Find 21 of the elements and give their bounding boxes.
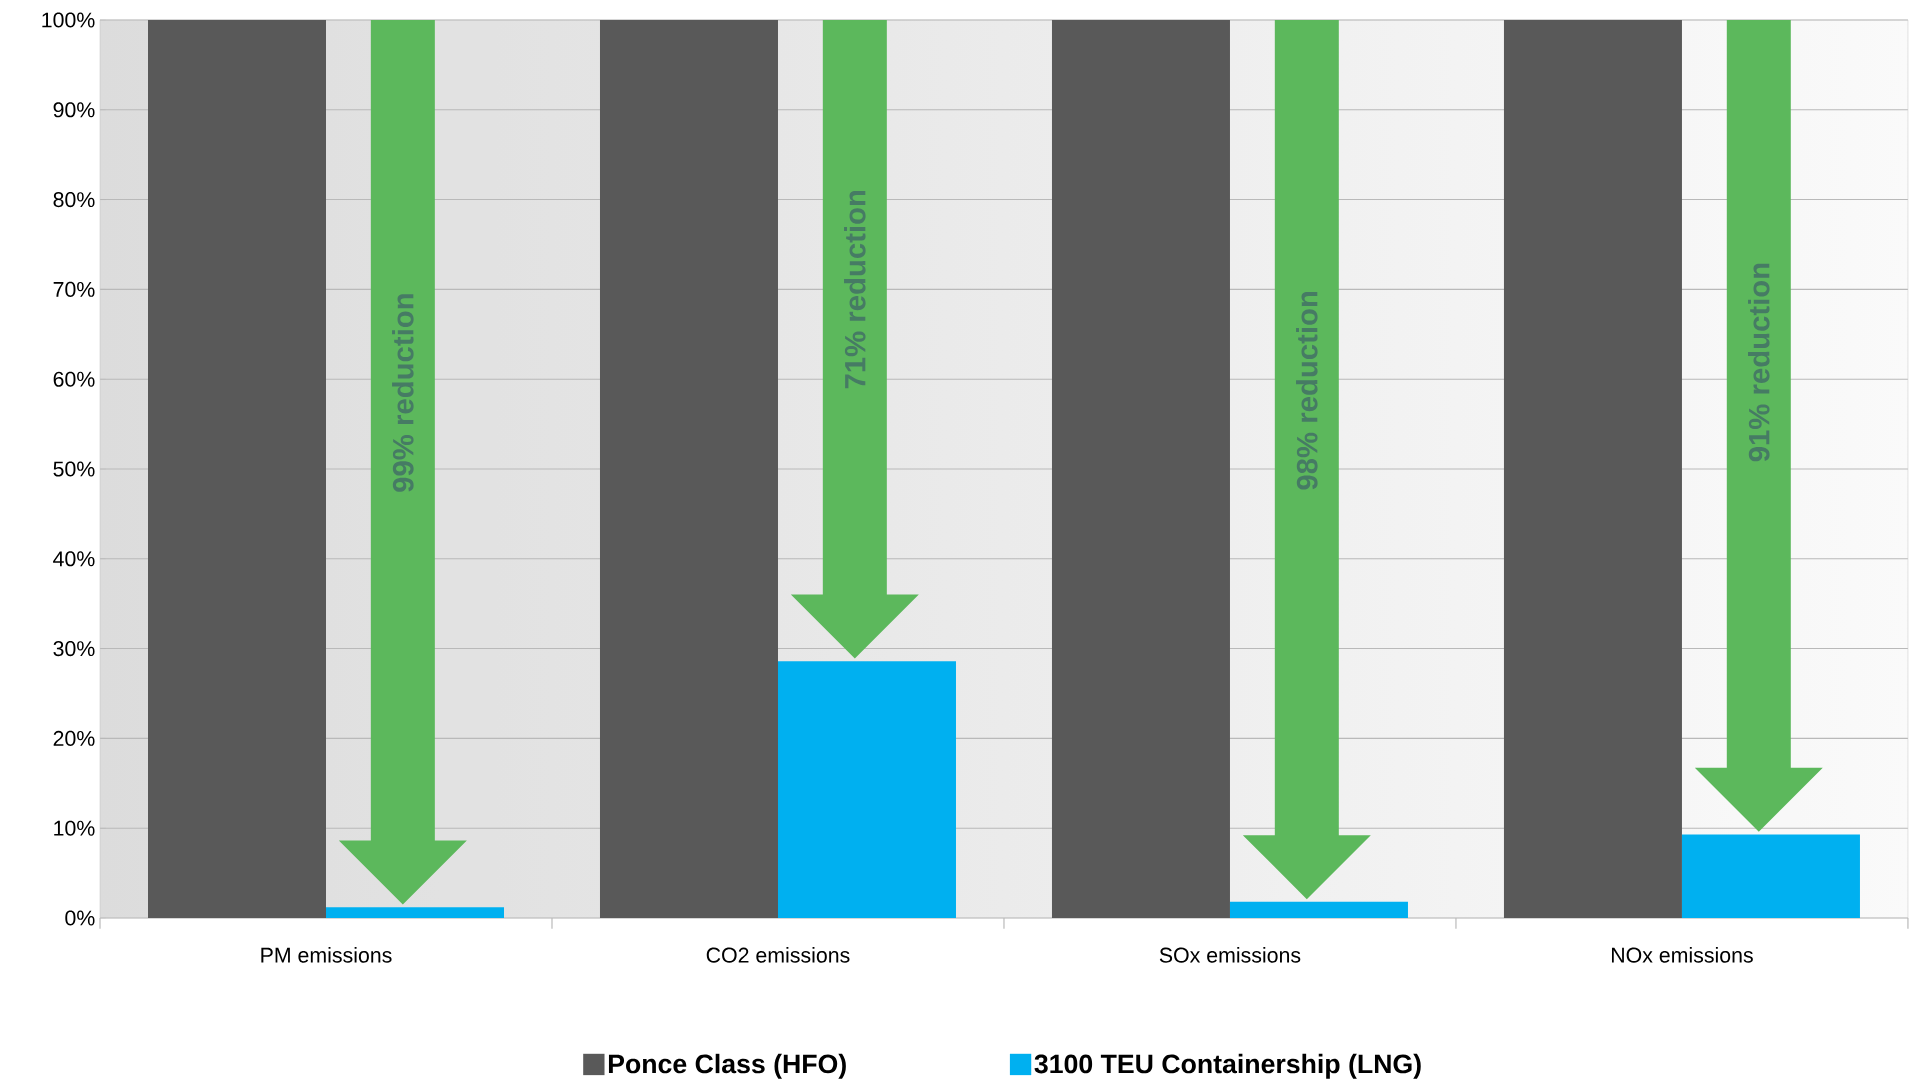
x-tick-label: SOx emissions [1159, 947, 1301, 963]
y-tick-label: 80% [53, 192, 95, 208]
x-tick-label: PM emissions [261, 947, 392, 963]
y-tick-label: 70% [53, 281, 95, 297]
y-tick-label: 20% [53, 730, 95, 746]
x-tick-label: NOx emissions [1612, 947, 1753, 963]
annotation: 99% reduction [392, 294, 414, 492]
x-tick-label: CO2 emissions [706, 947, 850, 963]
y-tick-label: 90% [53, 102, 95, 118]
y-tick-label: 10% [54, 820, 95, 836]
annotation: 91% reduction [1748, 263, 1770, 462]
legend-label: Ponce Class (HFO) [608, 1053, 846, 1079]
y-tick-label: 0% [65, 910, 95, 926]
y-tick-label: 60% [53, 371, 95, 387]
y-tick-label: 30% [53, 641, 95, 657]
annotation: 71% reduction [844, 190, 866, 389]
annotation: 98% reduction [1296, 291, 1318, 490]
y-tick-label: 50% [53, 461, 95, 477]
y-tick-label: 100% [42, 12, 95, 28]
legend-label: 3100 TEU Containership (LNG) [1034, 1053, 1421, 1079]
y-tick-label: 40% [53, 551, 95, 567]
